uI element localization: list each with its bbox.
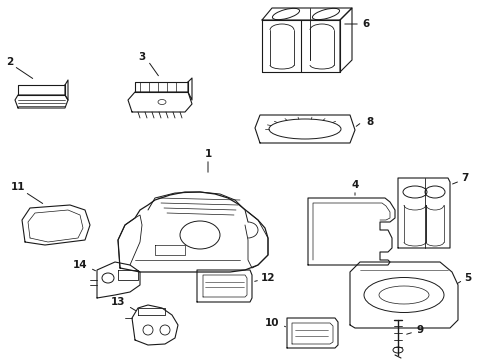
- Text: 11: 11: [11, 182, 25, 192]
- Text: 10: 10: [265, 318, 279, 328]
- Text: 2: 2: [6, 57, 14, 67]
- Text: 5: 5: [465, 273, 471, 283]
- Text: 8: 8: [367, 117, 373, 127]
- Text: 3: 3: [138, 52, 146, 62]
- Text: 14: 14: [73, 260, 87, 270]
- Text: 1: 1: [204, 149, 212, 159]
- Text: 12: 12: [261, 273, 275, 283]
- Text: 13: 13: [111, 297, 125, 307]
- Text: 7: 7: [461, 173, 469, 183]
- Text: 9: 9: [416, 325, 423, 335]
- Text: 6: 6: [363, 19, 369, 29]
- Text: 4: 4: [351, 180, 359, 190]
